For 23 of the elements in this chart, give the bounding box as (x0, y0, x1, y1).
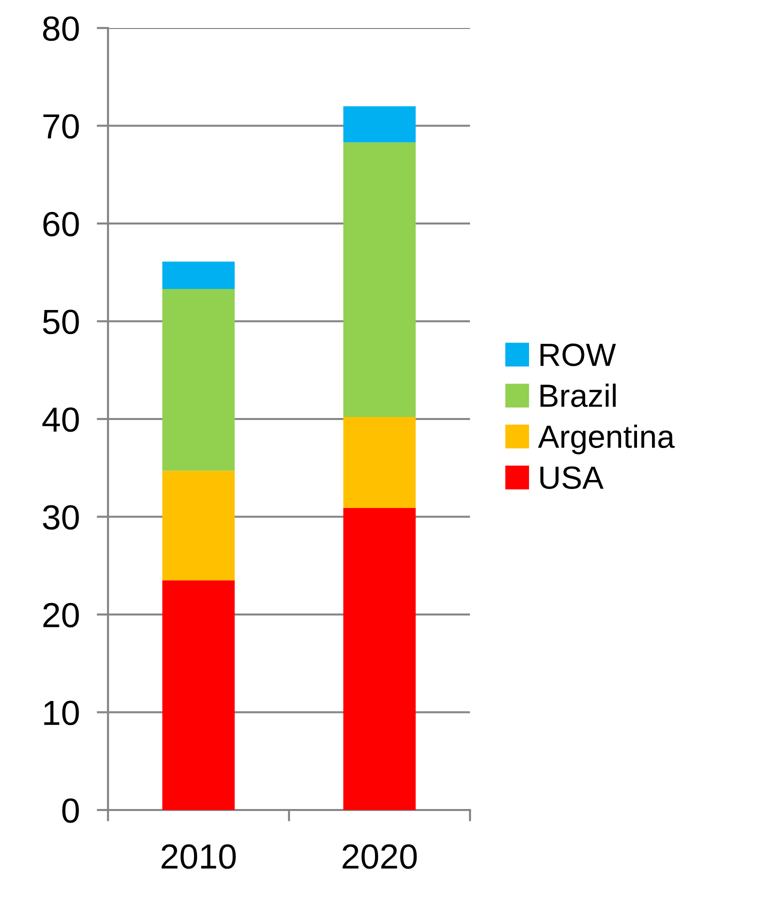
bar (343, 417, 416, 508)
y-tick-label: 10 (44, 700, 79, 726)
y-tick-label: 80 (43, 16, 79, 41)
y-tick-label: 20 (43, 602, 79, 628)
bar (343, 508, 416, 810)
bar (162, 470, 235, 580)
legend-label: Argentina (538, 424, 675, 454)
y-tick-label: 40 (42, 407, 79, 432)
y-tick-label: 50 (42, 310, 79, 334)
y-tick-label: 60 (43, 212, 79, 236)
y-tick-label: 30 (42, 505, 79, 530)
bar (162, 580, 235, 810)
x-tick-label: 2010 (162, 844, 236, 869)
bar (343, 106, 416, 142)
legend-label: USA (540, 466, 604, 490)
bar (343, 142, 416, 418)
y-tick-label: 0 (62, 798, 79, 823)
bar (162, 262, 235, 289)
x-tick-label: 2020 (342, 844, 417, 869)
bar (162, 288, 235, 471)
legend-label: ROW (540, 344, 616, 366)
y-tick-label: 70 (43, 114, 79, 139)
legend-label: Brazil (540, 384, 616, 408)
